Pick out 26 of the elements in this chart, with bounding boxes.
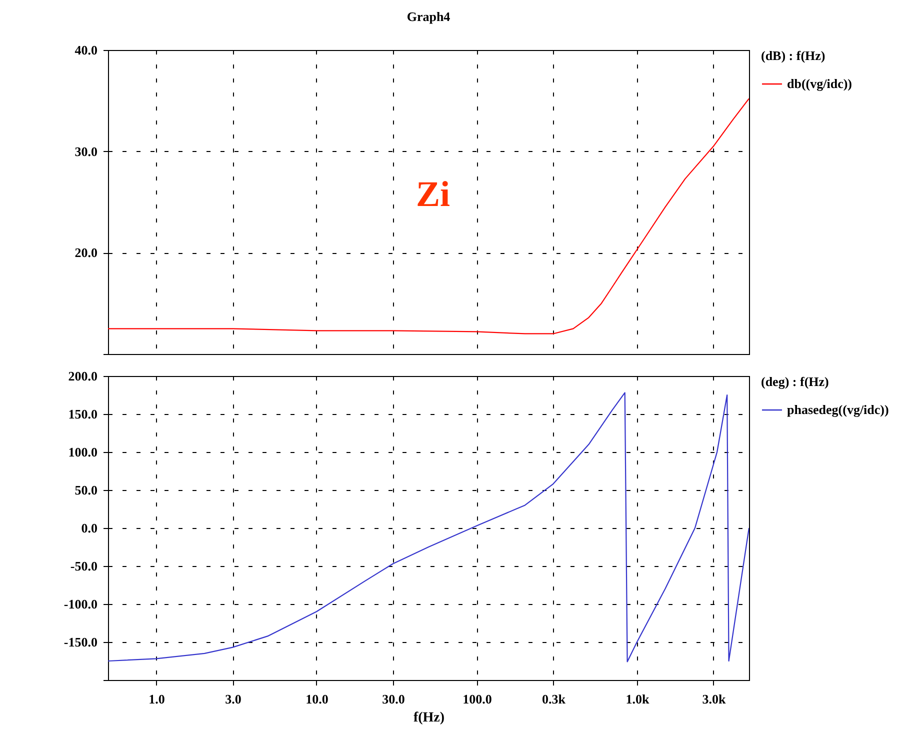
- y-tick-label: -50.0: [70, 558, 98, 574]
- x-tick-label: 3.0: [225, 692, 242, 706]
- y-tick-label: 50.0: [74, 482, 98, 498]
- annotation: Zi: [416, 174, 450, 214]
- x-tick-label: 3.0k: [702, 692, 726, 706]
- x-tick-label: 100.0: [462, 692, 492, 706]
- legend-title: (deg) : f(Hz): [761, 374, 829, 389]
- legend-title: (dB) : f(Hz): [761, 48, 826, 63]
- x-tick-label: 1.0k: [626, 692, 650, 706]
- y-tick-label: 30.0: [74, 144, 98, 159]
- chart-title: Graph4: [406, 9, 451, 24]
- legend-label: db((vg/idc)): [787, 76, 852, 91]
- y-tick-label: 0.0: [81, 520, 98, 536]
- y-tick-label: 100.0: [68, 444, 98, 460]
- y-tick-label: 20.0: [74, 245, 98, 260]
- y-tick-label: -100.0: [64, 596, 98, 612]
- x-tick-label: 10.0: [306, 692, 328, 706]
- x-tick-label: 30.0: [382, 692, 405, 706]
- y-tick-label: 40.0: [74, 42, 98, 58]
- x-tick-label: 0.3k: [542, 692, 566, 706]
- x-axis-title: f(Hz): [413, 710, 445, 726]
- x-tick-label: 1.0: [148, 692, 165, 706]
- legend-label: phasedeg((vg/idc)): [787, 402, 889, 417]
- y-tick-label: 200.0: [68, 368, 98, 384]
- y-tick-label: 150.0: [68, 406, 98, 422]
- y-tick-label: -150.0: [64, 634, 98, 650]
